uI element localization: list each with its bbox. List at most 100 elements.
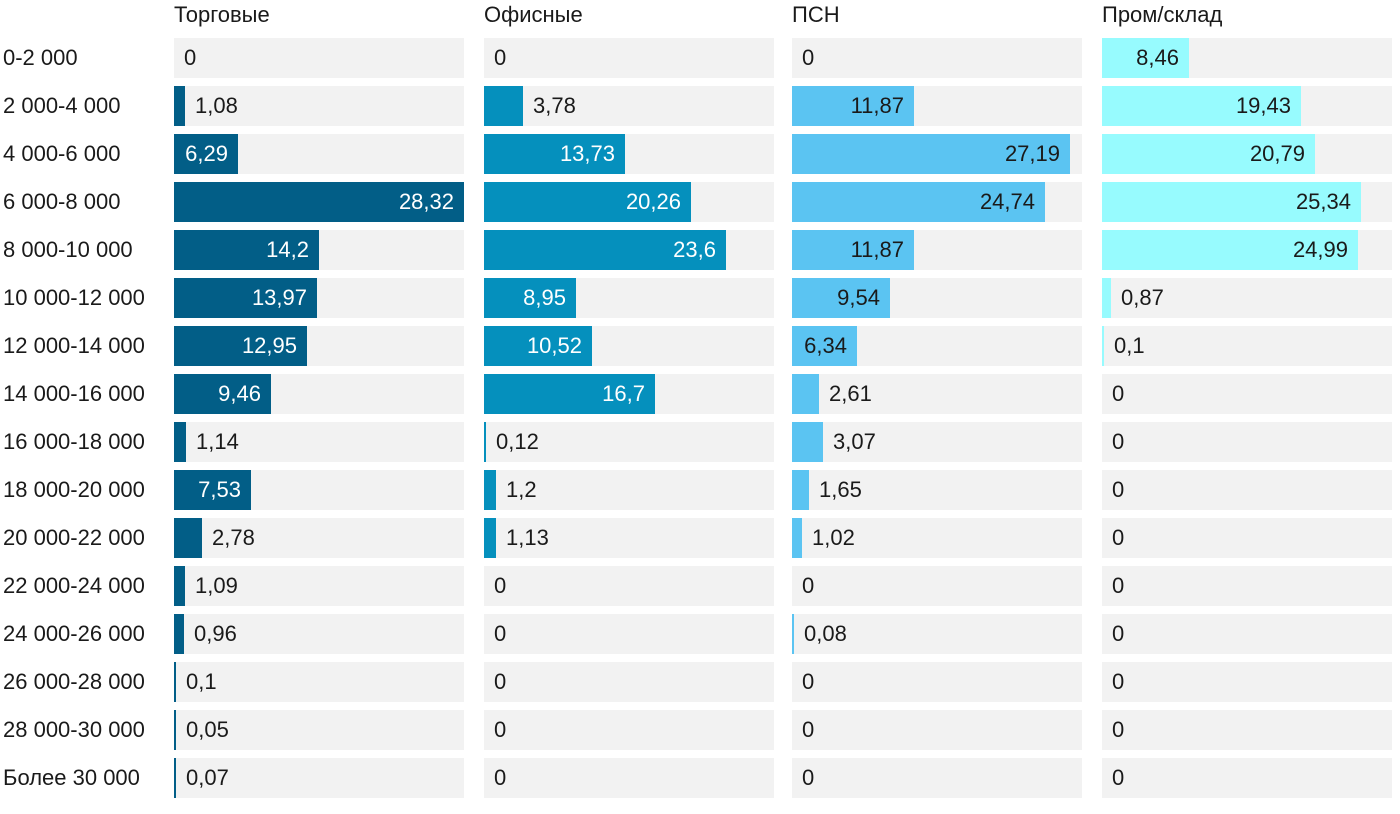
data-label: 0,96 <box>194 621 237 646</box>
bar <box>792 326 857 366</box>
data-label: 27,19 <box>1004 141 1060 166</box>
data-label: 0 <box>802 765 815 790</box>
bar <box>174 710 176 750</box>
bar <box>792 374 819 414</box>
data-label: 3,78 <box>533 93 576 118</box>
data-label: 1,09 <box>195 573 238 598</box>
bar <box>174 230 319 270</box>
data-label: 0 <box>494 765 507 790</box>
bar-track <box>174 518 464 558</box>
bar <box>484 278 576 318</box>
category-label: 16 000-18 000 <box>3 429 145 454</box>
data-label: 20,79 <box>1249 141 1305 166</box>
data-label: 6,29 <box>185 141 228 166</box>
bar-track <box>792 614 1082 654</box>
data-label: 3,07 <box>833 429 876 454</box>
category-label: 8 000-10 000 <box>3 237 133 262</box>
bar <box>174 86 185 126</box>
bar-track <box>1102 374 1392 414</box>
data-label: 0 <box>494 717 507 742</box>
data-label: 20,26 <box>625 189 681 214</box>
category-label: 20 000-22 000 <box>3 525 145 550</box>
bar <box>484 86 523 126</box>
data-label: 0,1 <box>186 669 217 694</box>
bar-track <box>1102 614 1392 654</box>
bar <box>174 278 317 318</box>
category-label: Более 30 000 <box>3 765 140 790</box>
category-label: 10 000-12 000 <box>3 285 145 310</box>
bar-track <box>174 758 464 798</box>
bar <box>792 614 794 654</box>
category-label: 18 000-20 000 <box>3 477 145 502</box>
data-label: 0 <box>1112 717 1125 742</box>
category-label: 4 000-6 000 <box>3 141 121 166</box>
bar-track <box>174 86 464 126</box>
category-label: 0-2 000 <box>3 45 78 70</box>
bar <box>792 230 914 270</box>
bar-track <box>792 518 1082 558</box>
bar <box>1102 182 1361 222</box>
data-label: 0 <box>1112 477 1125 502</box>
data-label: 25,34 <box>1295 189 1351 214</box>
bar <box>1102 134 1315 174</box>
data-label: 10,52 <box>526 333 582 358</box>
data-label: 23,6 <box>673 237 716 262</box>
data-label: 0 <box>494 669 507 694</box>
bar <box>1102 230 1358 270</box>
data-label: 24,99 <box>1292 237 1348 262</box>
bar <box>792 470 809 510</box>
bar-track <box>174 710 464 750</box>
bar <box>1102 278 1111 318</box>
data-label: 6,34 <box>804 333 847 358</box>
data-label: 0 <box>802 573 815 598</box>
data-label: 24,74 <box>979 189 1035 214</box>
data-label: 0,87 <box>1121 285 1164 310</box>
category-label: 6 000-8 000 <box>3 189 121 214</box>
bar-track <box>484 518 774 558</box>
category-label: 2 000-4 000 <box>3 93 121 118</box>
data-label: 28,32 <box>398 189 454 214</box>
data-label: 0 <box>494 45 507 70</box>
data-label: 9,54 <box>837 285 880 310</box>
bar <box>174 134 238 174</box>
data-label: 14,2 <box>266 237 309 262</box>
data-label: 0 <box>494 621 507 646</box>
bar-track <box>174 422 464 462</box>
bar-track <box>174 566 464 606</box>
bar-track <box>174 38 464 78</box>
data-label: 1,14 <box>196 429 239 454</box>
data-label: 0 <box>802 45 815 70</box>
bar-track <box>792 566 1082 606</box>
bar-track <box>484 566 774 606</box>
data-label: 0 <box>1112 621 1125 646</box>
data-label: 13,73 <box>559 141 615 166</box>
data-label: 0 <box>1112 573 1125 598</box>
bar-track <box>1102 470 1392 510</box>
bar <box>484 182 691 222</box>
bar <box>484 422 486 462</box>
data-label: 12,95 <box>241 333 297 358</box>
data-label: 1,65 <box>819 477 862 502</box>
data-label: 7,53 <box>198 477 241 502</box>
data-label: 8,46 <box>1136 45 1179 70</box>
bar-track <box>1102 710 1392 750</box>
data-label: 0,08 <box>804 621 847 646</box>
bar <box>174 182 464 222</box>
panel-title: ПСН <box>792 2 840 27</box>
data-label: 0 <box>1112 429 1125 454</box>
bar-track <box>1102 566 1392 606</box>
bar-track <box>1102 422 1392 462</box>
bar <box>174 614 184 654</box>
bar <box>484 326 592 366</box>
data-label: 2,61 <box>829 381 872 406</box>
data-label: 0,05 <box>186 717 229 742</box>
bar <box>792 86 914 126</box>
data-label: 13,97 <box>251 285 307 310</box>
bar-track <box>1102 662 1392 702</box>
bar <box>174 662 176 702</box>
bar-track <box>792 662 1082 702</box>
data-label: 0 <box>1112 525 1125 550</box>
bar <box>174 518 202 558</box>
data-label: 1,2 <box>506 477 537 502</box>
data-label: 11,87 <box>850 237 904 262</box>
